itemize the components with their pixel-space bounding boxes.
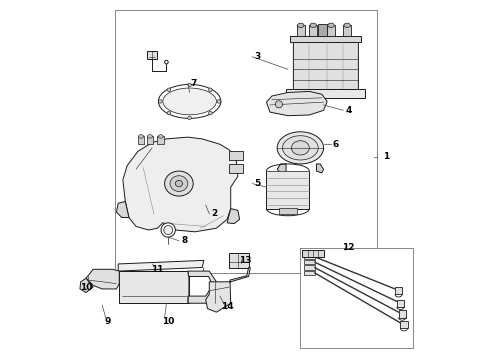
Ellipse shape [158, 85, 221, 118]
Bar [327, 25, 335, 36]
Bar [286, 89, 365, 98]
Ellipse shape [292, 141, 309, 155]
Bar [138, 136, 144, 144]
Polygon shape [123, 137, 238, 232]
Bar [304, 255, 315, 259]
Ellipse shape [277, 132, 323, 164]
Polygon shape [118, 260, 204, 271]
Polygon shape [86, 269, 119, 289]
Polygon shape [188, 271, 217, 303]
Ellipse shape [163, 88, 217, 115]
Bar [395, 287, 402, 294]
Polygon shape [267, 91, 327, 116]
Bar [300, 248, 413, 348]
Bar [398, 310, 406, 318]
Polygon shape [277, 164, 286, 173]
Ellipse shape [175, 180, 182, 187]
Bar [229, 164, 243, 173]
Text: 5: 5 [254, 179, 261, 188]
Ellipse shape [170, 176, 188, 192]
Ellipse shape [139, 135, 144, 138]
Polygon shape [117, 202, 129, 217]
Polygon shape [80, 278, 93, 293]
Ellipse shape [275, 101, 283, 108]
Bar [304, 265, 315, 270]
Text: 10: 10 [80, 283, 92, 292]
Ellipse shape [188, 83, 192, 87]
Bar [229, 253, 248, 267]
Text: 12: 12 [343, 243, 355, 252]
Bar [397, 300, 404, 307]
Bar [147, 51, 157, 59]
Ellipse shape [161, 223, 175, 237]
Bar [229, 152, 243, 160]
Text: 6: 6 [333, 140, 339, 149]
Bar [267, 171, 309, 208]
Ellipse shape [297, 23, 304, 27]
Bar [309, 25, 317, 36]
Text: 11: 11 [151, 265, 164, 274]
Ellipse shape [188, 116, 192, 120]
Ellipse shape [209, 88, 212, 91]
Bar [400, 321, 408, 328]
Ellipse shape [283, 136, 318, 160]
Ellipse shape [147, 135, 152, 138]
Text: 14: 14 [221, 302, 233, 311]
Ellipse shape [167, 111, 171, 115]
Bar [157, 136, 164, 144]
Ellipse shape [310, 23, 317, 27]
Bar [343, 25, 351, 36]
Polygon shape [227, 208, 240, 224]
Ellipse shape [328, 23, 334, 27]
Bar [297, 25, 305, 36]
Ellipse shape [159, 100, 162, 103]
Text: 13: 13 [239, 256, 251, 265]
Text: 10: 10 [162, 316, 174, 325]
Text: 3: 3 [254, 52, 261, 61]
Text: 8: 8 [181, 236, 187, 245]
Text: 7: 7 [190, 79, 196, 88]
Bar [119, 271, 189, 303]
Ellipse shape [165, 171, 193, 196]
Ellipse shape [209, 111, 212, 115]
Ellipse shape [217, 100, 220, 103]
Polygon shape [206, 267, 250, 312]
Bar [115, 10, 377, 273]
Ellipse shape [344, 23, 350, 27]
Bar [279, 207, 297, 214]
Ellipse shape [165, 60, 168, 64]
Bar [318, 23, 327, 36]
Text: 2: 2 [212, 210, 218, 219]
Bar [290, 36, 361, 42]
Text: 1: 1 [383, 152, 389, 161]
Bar [293, 42, 358, 89]
Bar [304, 260, 315, 264]
Bar [147, 136, 153, 144]
Bar [302, 249, 323, 257]
Polygon shape [317, 164, 323, 173]
Ellipse shape [164, 226, 172, 234]
Ellipse shape [158, 135, 163, 138]
Text: 4: 4 [345, 106, 352, 115]
Text: 9: 9 [104, 316, 111, 325]
Bar [304, 271, 315, 275]
Ellipse shape [167, 88, 171, 91]
